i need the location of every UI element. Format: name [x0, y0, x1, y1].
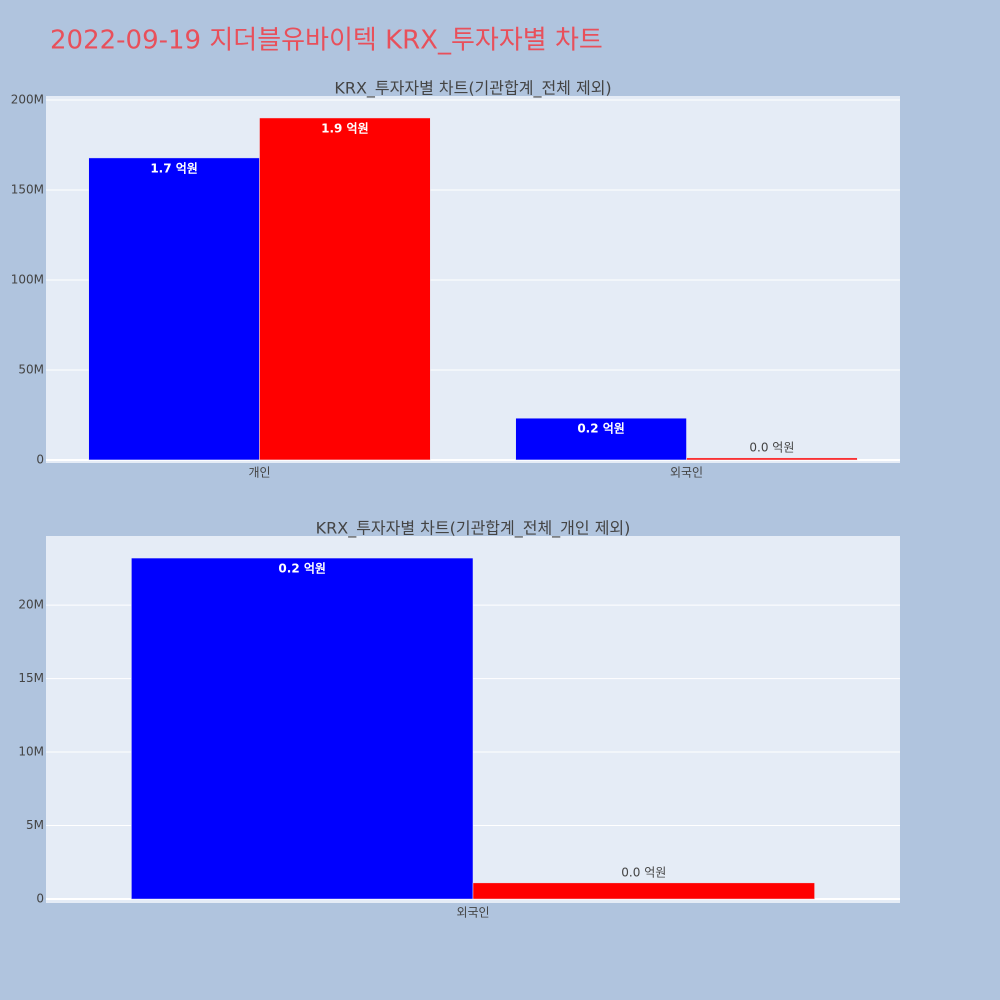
chart-title: KRX_투자자별 차트(기관합계_전체_개인 제외)	[316, 519, 631, 539]
x-tick-label: 외국인	[670, 466, 703, 480]
y-tick-label: 100M	[11, 272, 44, 286]
y-tick-label: 5M	[26, 818, 44, 832]
value-label: 0.2 억원	[278, 562, 326, 576]
y-tick-label: 0	[36, 892, 44, 906]
chart-title: KRX_투자자별 차트(기관합계_전체 제외)	[334, 79, 611, 99]
y-tick-label: 50M	[18, 362, 44, 376]
page-title: 2022-09-19 지더블유바이텍 KRX_투자자별 차트	[50, 26, 603, 56]
y-tick-label: 15M	[18, 671, 44, 685]
value-label: 0.0 억원	[749, 440, 794, 454]
value-label: 1.7 억원	[150, 161, 198, 175]
value-label: 0.2 억원	[577, 422, 625, 436]
bar	[515, 417, 687, 461]
bar	[131, 557, 474, 900]
y-tick-label: 10M	[18, 745, 44, 759]
y-tick-label: 200M	[11, 92, 44, 106]
y-tick-label: 150M	[11, 182, 44, 196]
bar	[88, 157, 260, 461]
y-tick-label: 20M	[18, 598, 44, 612]
y-tick-label: 0	[36, 452, 44, 466]
value-label: 1.9 억원	[321, 121, 369, 135]
bar	[259, 117, 431, 461]
value-label: 0.0 억원	[621, 865, 666, 879]
x-tick-label: 개인	[248, 466, 270, 480]
bar	[472, 882, 815, 900]
x-tick-label: 외국인	[456, 906, 489, 920]
bar	[686, 457, 858, 461]
